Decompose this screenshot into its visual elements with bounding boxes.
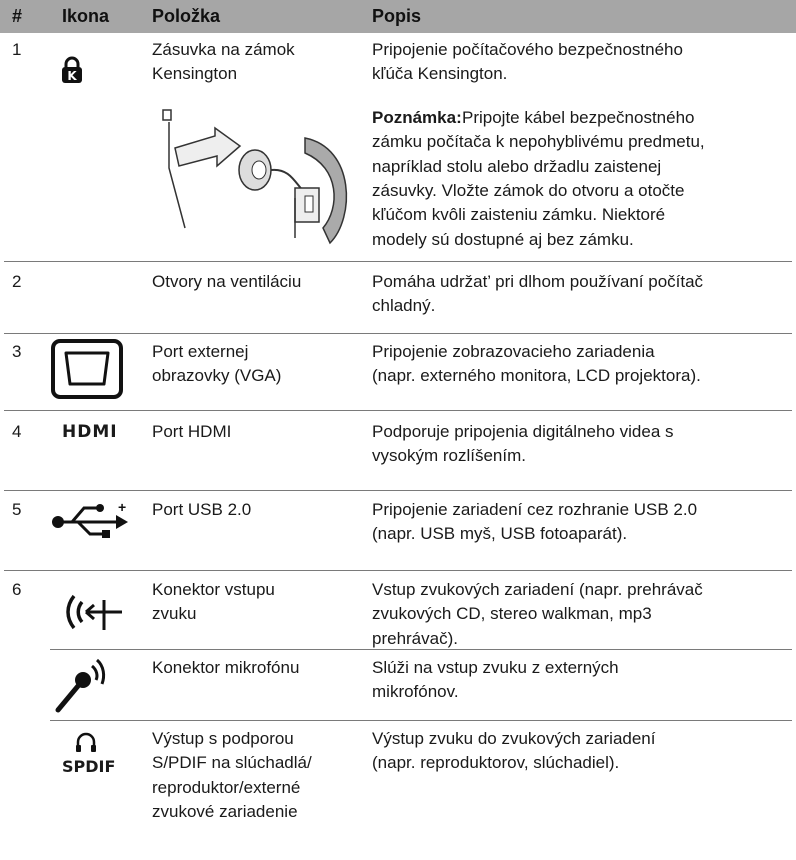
description-text: prehrávač). bbox=[372, 628, 458, 648]
description-text: Výstup zvuku do zvukových zariadení bbox=[372, 729, 656, 748]
header-cell: # bbox=[12, 6, 23, 26]
headphone-icon bbox=[76, 732, 96, 752]
note-text: napríklad stolu alebo držadlu zaistenej bbox=[372, 156, 662, 176]
row-number: 1 bbox=[12, 40, 22, 59]
item-text: reproduktor/externé bbox=[152, 777, 301, 797]
description-text: Pripojenie počítačového bezpečnostného bbox=[372, 40, 683, 59]
description-text: Pripojenie zobrazovacieho zariadenia bbox=[372, 342, 655, 361]
row-separator bbox=[4, 490, 792, 491]
row-separator bbox=[4, 410, 792, 411]
vga-icon bbox=[51, 339, 123, 399]
item-text: zvukové zariadenie bbox=[152, 802, 298, 822]
item-text: zvuku bbox=[152, 604, 197, 624]
microphone-icon bbox=[55, 658, 106, 713]
description-text: (napr. reproduktorov, slúchadiel). bbox=[372, 753, 620, 773]
row-number: 2 bbox=[12, 272, 22, 291]
description-text: chladný. bbox=[372, 296, 436, 316]
spdif-logo: SPDIF bbox=[62, 757, 116, 776]
item-text: Kensington bbox=[152, 64, 238, 84]
row-separator bbox=[4, 333, 792, 334]
kensington-icon: K bbox=[62, 56, 82, 83]
header-cell: Položka bbox=[152, 6, 221, 26]
description-text: kľúča Kensington. bbox=[372, 64, 508, 84]
svg-text:K: K bbox=[67, 69, 77, 83]
item-text: Výstup s podporou bbox=[152, 729, 294, 748]
item-text: Port externej bbox=[152, 342, 249, 361]
description-text: Pomáha udržat’ pri dlhom používaní počít… bbox=[372, 272, 704, 291]
header-cell: Popis bbox=[372, 6, 422, 26]
usb-icon: + bbox=[52, 500, 128, 538]
row-separator bbox=[4, 261, 792, 262]
description-text: Pripojenie zariadení cez rozhranie USB 2… bbox=[372, 500, 698, 519]
item-text: Otvory na ventiláciu bbox=[152, 272, 302, 291]
description-text: (napr. USB myš, USB fotoaparát). bbox=[372, 524, 628, 544]
description-text: zvukových CD, stereo walkman, mp3 bbox=[372, 604, 652, 624]
description-text: Slúži na vstup zvuku z externých bbox=[372, 658, 619, 677]
description-text: Vstup zvukových zariadení (napr. prehráv… bbox=[372, 580, 703, 599]
item-text: obrazovky (VGA) bbox=[152, 366, 282, 386]
svg-text:+: + bbox=[118, 500, 126, 515]
row-separator bbox=[4, 570, 792, 571]
row-number: 5 bbox=[12, 500, 22, 519]
note-text: zásuvky. Vložte zámok do otvoru a otočte bbox=[372, 181, 685, 200]
note-text: Pripojte kábel bezpečnostného bbox=[462, 107, 695, 127]
item-text: S/PDIF na slúchadlá/ bbox=[152, 753, 312, 773]
table-header: # Ikona Položka Popis bbox=[0, 0, 796, 33]
item-text: Konektor vstupu bbox=[152, 580, 275, 599]
hdmi-logo: HDMI bbox=[62, 422, 118, 442]
description-text: Podporuje pripojenia digitálneho videa s bbox=[372, 422, 674, 441]
note-text: zámku počítača k nepohyblivému predmetu, bbox=[372, 132, 705, 152]
audio-in-icon bbox=[66, 594, 122, 630]
item-text: Port USB 2.0 bbox=[152, 500, 252, 519]
note-text: kľúčom kvôli zaisteniu zámku. Niektoré bbox=[372, 205, 666, 225]
item-text: Zásuvka na zámok bbox=[152, 40, 295, 59]
header-cell: Ikona bbox=[62, 6, 110, 26]
lock-illustration bbox=[162, 109, 348, 245]
description-text: vysokým rozlíšením. bbox=[372, 446, 526, 466]
description-text: mikrofónov. bbox=[372, 682, 459, 702]
note-text: modely sú dostupné aj bez zámku. bbox=[372, 229, 634, 249]
row-number: 6 bbox=[12, 580, 22, 599]
row-number: 4 bbox=[12, 422, 22, 441]
note-label: Poznámka: bbox=[372, 107, 462, 127]
row-separator bbox=[50, 649, 792, 650]
row-number: 3 bbox=[12, 342, 22, 361]
row-separator bbox=[50, 720, 792, 721]
item-text: Konektor mikrofónu bbox=[152, 658, 300, 677]
description-text: (napr. externého monitora, LCD projektor… bbox=[372, 366, 701, 386]
item-text: Port HDMI bbox=[152, 422, 232, 441]
